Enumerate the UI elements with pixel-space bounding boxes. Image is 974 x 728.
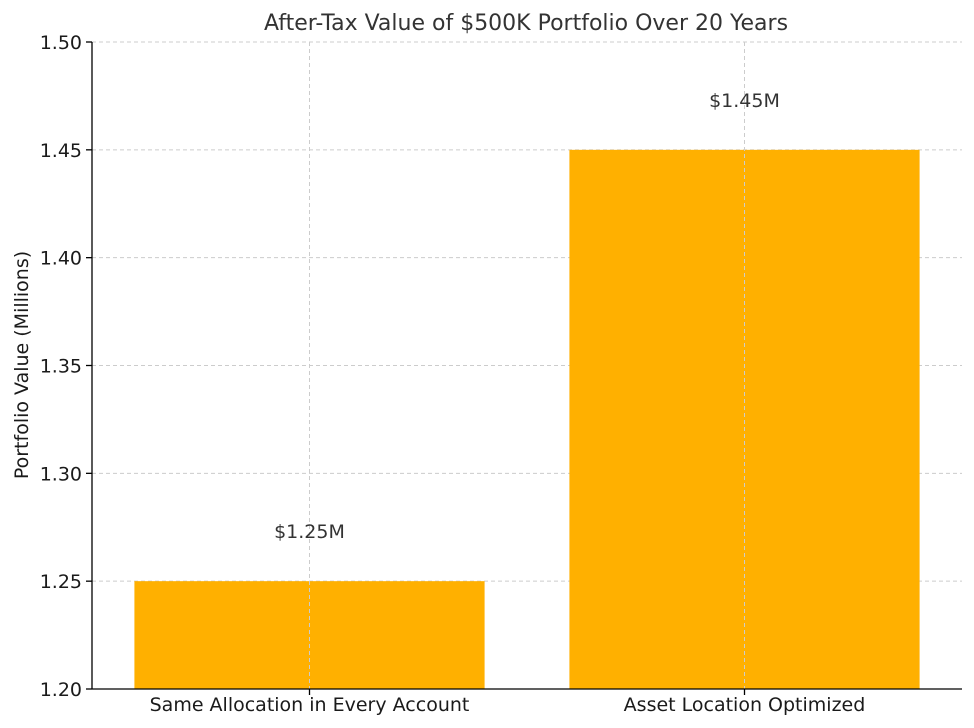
y-tick-label: 1.25 xyxy=(40,571,82,593)
bars xyxy=(134,149,920,690)
bar xyxy=(134,581,485,689)
data-labels: $1.25M $1.45M xyxy=(274,90,780,543)
data-label: $1.25M xyxy=(274,521,345,543)
x-tick-label: Asset Location Optimized xyxy=(624,694,866,716)
y-ticks: 1.20 1.25 1.30 1.35 1.40 1.45 1.50 xyxy=(40,32,92,701)
y-tick-label: 1.40 xyxy=(40,248,82,270)
chart-title: After-Tax Value of $500K Portfolio Over … xyxy=(264,11,788,36)
y-tick-label: 1.50 xyxy=(40,32,82,54)
y-axis-label: Portfolio Value (Millions) xyxy=(11,251,33,479)
y-tick-label: 1.45 xyxy=(40,140,82,162)
x-tick-label: Same Allocation in Every Account xyxy=(150,694,470,716)
y-tick-label: 1.20 xyxy=(40,679,82,701)
y-tick-label: 1.30 xyxy=(40,463,82,485)
x-ticks: Same Allocation in Every Account Asset Lo… xyxy=(150,689,866,716)
y-tick-label: 1.35 xyxy=(40,356,82,378)
bar xyxy=(569,149,920,690)
x-grid-lines xyxy=(309,42,745,689)
data-label: $1.45M xyxy=(709,90,780,112)
